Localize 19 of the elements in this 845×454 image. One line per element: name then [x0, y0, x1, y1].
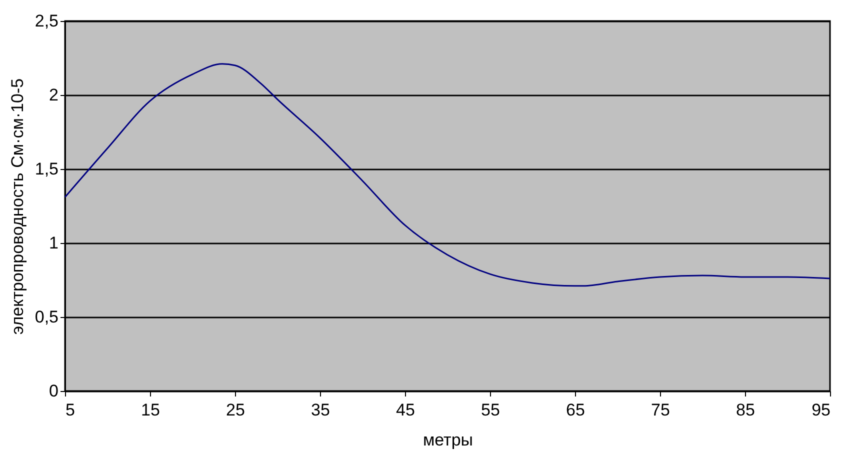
y-tick-label: 0,5	[34, 308, 58, 326]
y-tick-label: 0	[49, 382, 58, 400]
x-tick-label: 35	[311, 400, 330, 420]
x-tick-label: 55	[481, 400, 500, 420]
x-tick-label: 15	[141, 400, 160, 420]
x-tick-label: 95	[812, 400, 830, 420]
y-tick-label: 1,5	[34, 160, 58, 178]
x-axis-title: метры	[422, 430, 474, 450]
y-tick-label: 2,5	[34, 12, 58, 30]
x-tick-label: 5	[66, 400, 75, 420]
x-tick-label: 65	[566, 400, 585, 420]
x-tick-label: 85	[736, 400, 755, 420]
x-tick-label: 45	[396, 400, 415, 420]
x-tick-label: 75	[651, 400, 670, 420]
y-axis-title: электропроводность См·см·10-5	[8, 78, 27, 335]
x-tick-label: 25	[226, 400, 245, 420]
y-tick-label: 1	[49, 234, 58, 252]
y-tick-label: 2	[49, 86, 58, 104]
line-series	[64, 63, 831, 287]
